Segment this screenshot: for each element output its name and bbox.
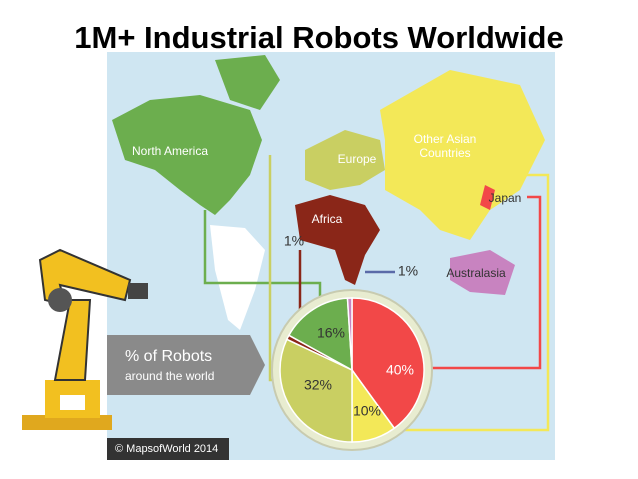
value-label: 1% [284, 233, 304, 249]
region-label-box: North America [131, 144, 209, 158]
value-label: 16% [317, 325, 345, 341]
value-label: 1% [398, 263, 418, 279]
pie [279, 297, 425, 443]
region-label: Australasia [446, 266, 506, 280]
chart-title: 1M+ Industrial Robots Worldwide [74, 20, 563, 55]
pie-slice [346, 297, 353, 371]
region-label-box: Europe [337, 152, 377, 166]
region-label-box: Africa [311, 212, 343, 226]
region-label: North America [131, 144, 209, 158]
region-label-box: Japan [488, 191, 522, 205]
region-label: Other Asian Countries [413, 132, 477, 160]
robot-arm [22, 248, 148, 430]
region-label-box: Other Asian Countries [413, 132, 477, 160]
region-label-box: Australasia [446, 266, 506, 280]
banner-caption: around the world [125, 369, 214, 383]
credit-bar [107, 438, 229, 460]
region-label: Africa [311, 212, 343, 226]
pie-slice [279, 338, 353, 443]
banner [107, 335, 265, 395]
pie-slice [351, 297, 425, 430]
map [112, 55, 545, 330]
credit: © MapsofWorld 2014 [115, 443, 218, 455]
banner-title: % of Robots [125, 348, 212, 365]
region-label: Japan [488, 191, 522, 205]
region-label: Europe [337, 152, 377, 166]
value-label: 10% [353, 403, 381, 419]
pie-slice [287, 297, 353, 372]
value-label: 32% [304, 377, 332, 393]
value-label: 40% [386, 362, 414, 378]
